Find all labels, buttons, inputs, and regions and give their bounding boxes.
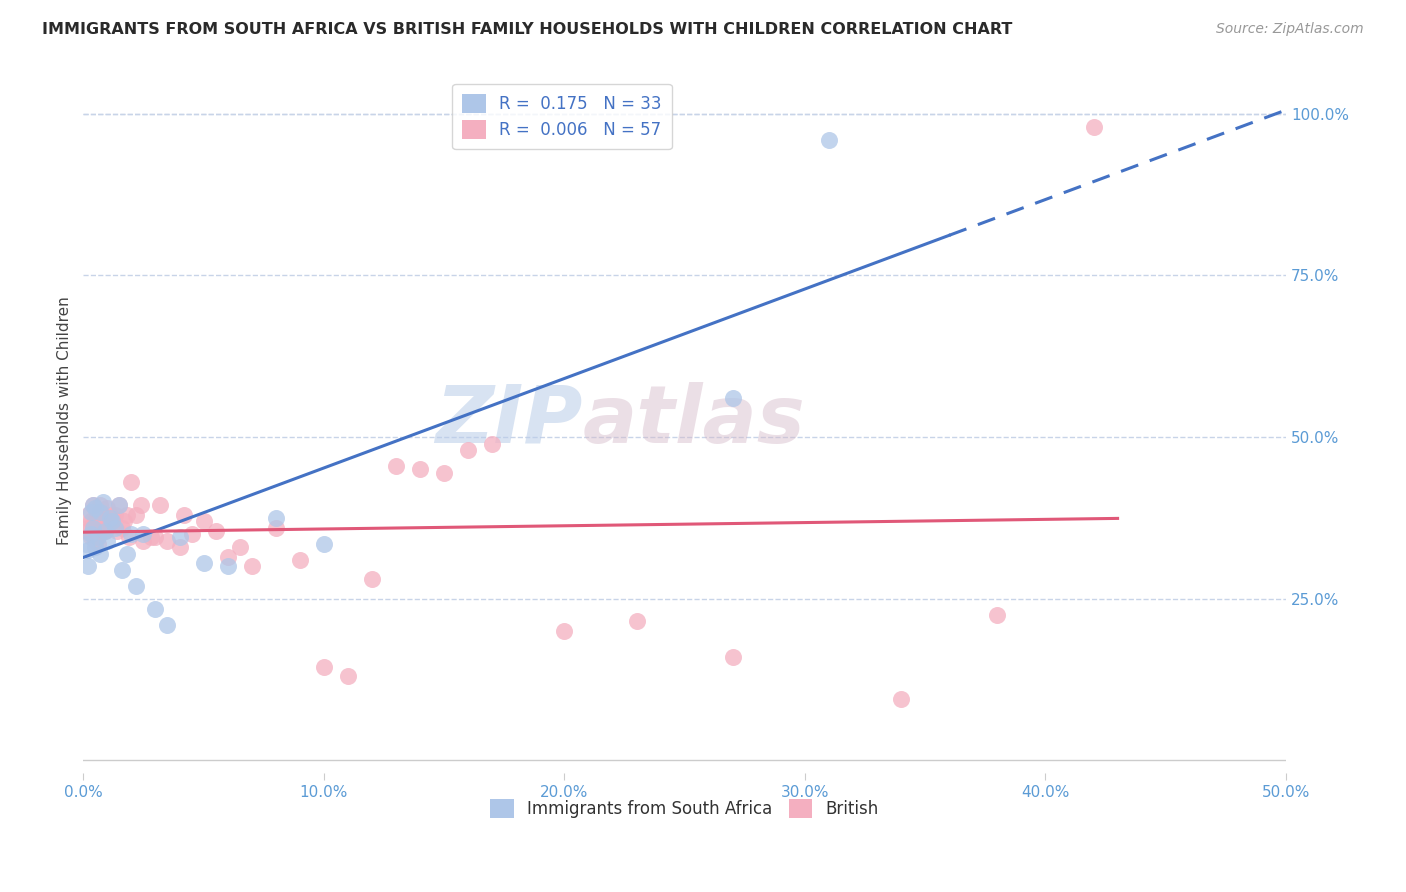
Point xyxy=(89,514,111,528)
Point xyxy=(82,521,104,535)
Point xyxy=(240,559,263,574)
Point xyxy=(79,514,101,528)
Point xyxy=(264,521,287,535)
Point xyxy=(481,436,503,450)
Point xyxy=(145,601,167,615)
Point xyxy=(433,466,456,480)
Point xyxy=(77,559,100,574)
Point xyxy=(84,533,107,548)
Point xyxy=(96,501,118,516)
Point xyxy=(336,669,359,683)
Point xyxy=(626,615,648,629)
Point xyxy=(75,537,97,551)
Point xyxy=(94,524,117,538)
Point xyxy=(217,559,239,574)
Point xyxy=(82,498,104,512)
Point xyxy=(156,533,179,548)
Point xyxy=(111,521,134,535)
Point xyxy=(312,537,335,551)
Point xyxy=(1083,120,1105,134)
Point xyxy=(91,508,114,522)
Point xyxy=(457,443,479,458)
Point xyxy=(115,508,138,522)
Point xyxy=(217,549,239,564)
Point xyxy=(79,527,101,541)
Point xyxy=(312,659,335,673)
Point xyxy=(115,547,138,561)
Point xyxy=(98,508,121,522)
Point xyxy=(721,392,744,406)
Point xyxy=(264,511,287,525)
Point xyxy=(98,511,121,525)
Point xyxy=(103,508,125,522)
Point xyxy=(193,556,215,570)
Point xyxy=(125,579,148,593)
Point xyxy=(361,573,384,587)
Text: Source: ZipAtlas.com: Source: ZipAtlas.com xyxy=(1216,22,1364,37)
Point xyxy=(94,524,117,538)
Point xyxy=(91,495,114,509)
Point xyxy=(132,527,155,541)
Point xyxy=(385,459,408,474)
Point xyxy=(111,563,134,577)
Point xyxy=(77,508,100,522)
Point xyxy=(890,692,912,706)
Point xyxy=(89,498,111,512)
Point xyxy=(108,498,131,512)
Point xyxy=(96,521,118,535)
Text: IMMIGRANTS FROM SOUTH AFRICA VS BRITISH FAMILY HOUSEHOLDS WITH CHILDREN CORRELAT: IMMIGRANTS FROM SOUTH AFRICA VS BRITISH … xyxy=(42,22,1012,37)
Point xyxy=(986,607,1008,622)
Point xyxy=(409,462,432,476)
Text: ZIP: ZIP xyxy=(434,382,582,460)
Y-axis label: Family Households with Children: Family Households with Children xyxy=(58,297,72,545)
Point xyxy=(112,514,135,528)
Point xyxy=(120,527,142,541)
Point xyxy=(79,530,101,544)
Point xyxy=(87,521,110,535)
Point xyxy=(84,540,107,554)
Point xyxy=(139,530,162,544)
Point xyxy=(77,521,100,535)
Point xyxy=(180,527,202,541)
Point xyxy=(118,530,141,544)
Point xyxy=(553,624,575,639)
Point xyxy=(129,498,152,512)
Point xyxy=(77,543,100,558)
Point xyxy=(75,524,97,538)
Point xyxy=(101,514,124,528)
Point xyxy=(193,514,215,528)
Point xyxy=(288,553,311,567)
Point xyxy=(721,650,744,665)
Point xyxy=(82,498,104,512)
Point xyxy=(101,511,124,525)
Point xyxy=(204,524,226,538)
Point xyxy=(89,547,111,561)
Point xyxy=(108,498,131,512)
Point xyxy=(169,530,191,544)
Point xyxy=(120,475,142,490)
Point xyxy=(103,521,125,535)
Point xyxy=(173,508,195,522)
Point xyxy=(132,533,155,548)
Point xyxy=(149,498,172,512)
Point xyxy=(79,504,101,518)
Point xyxy=(87,537,110,551)
Point xyxy=(84,514,107,528)
Point xyxy=(87,530,110,544)
Point xyxy=(84,501,107,516)
Point xyxy=(145,530,167,544)
Point xyxy=(96,533,118,548)
Point xyxy=(169,540,191,554)
Point xyxy=(105,524,128,538)
Point xyxy=(125,508,148,522)
Text: atlas: atlas xyxy=(582,382,806,460)
Legend: Immigrants from South Africa, British: Immigrants from South Africa, British xyxy=(484,792,886,825)
Point xyxy=(156,617,179,632)
Point xyxy=(228,540,250,554)
Point xyxy=(818,133,841,147)
Point xyxy=(89,504,111,518)
